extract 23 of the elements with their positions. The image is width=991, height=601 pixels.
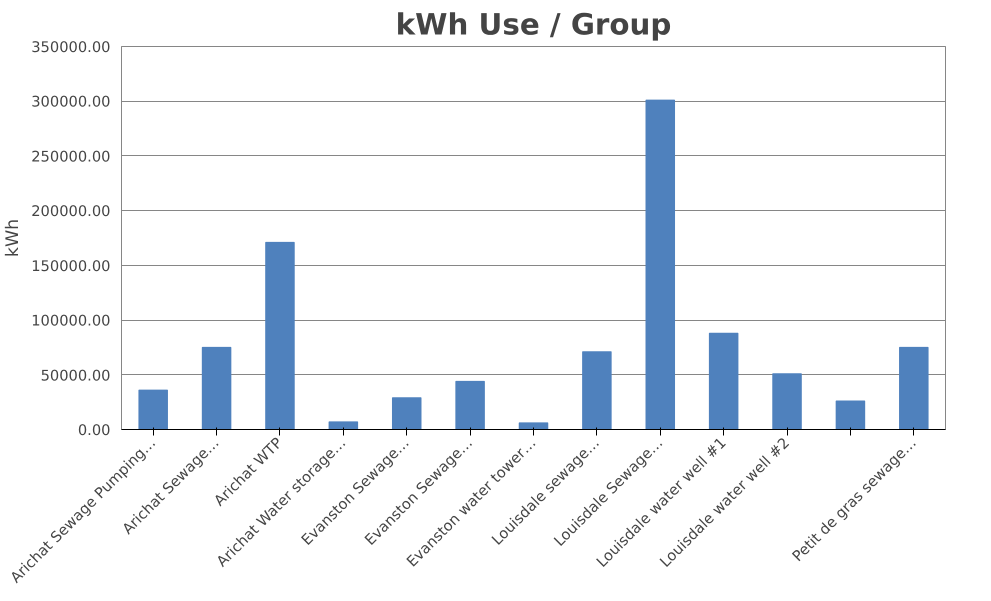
bar [265, 242, 295, 430]
bar [455, 380, 485, 430]
bar [138, 390, 168, 430]
bar [836, 400, 866, 430]
bar [202, 346, 232, 430]
y-axis-title: kWh [3, 218, 24, 258]
y-tick-label: 0.00 [78, 422, 111, 439]
bar [899, 346, 929, 430]
y-tick-label: 200000.00 [31, 203, 111, 220]
y-tick-label: 300000.00 [31, 94, 111, 111]
bar [518, 422, 548, 430]
chart-title: kWh Use / Group [396, 8, 672, 42]
bar [328, 421, 358, 430]
y-tick-label: 100000.00 [31, 312, 111, 330]
y-tick-label: 150000.00 [31, 258, 111, 275]
bar [772, 373, 802, 430]
y-tick-label: 50000.00 [40, 367, 111, 384]
bar [708, 332, 738, 430]
y-tick-label: 250000.00 [31, 148, 111, 166]
bar [392, 397, 422, 430]
y-tick-label: 350000.00 [31, 39, 111, 56]
bar [582, 351, 612, 430]
bar [646, 100, 676, 430]
